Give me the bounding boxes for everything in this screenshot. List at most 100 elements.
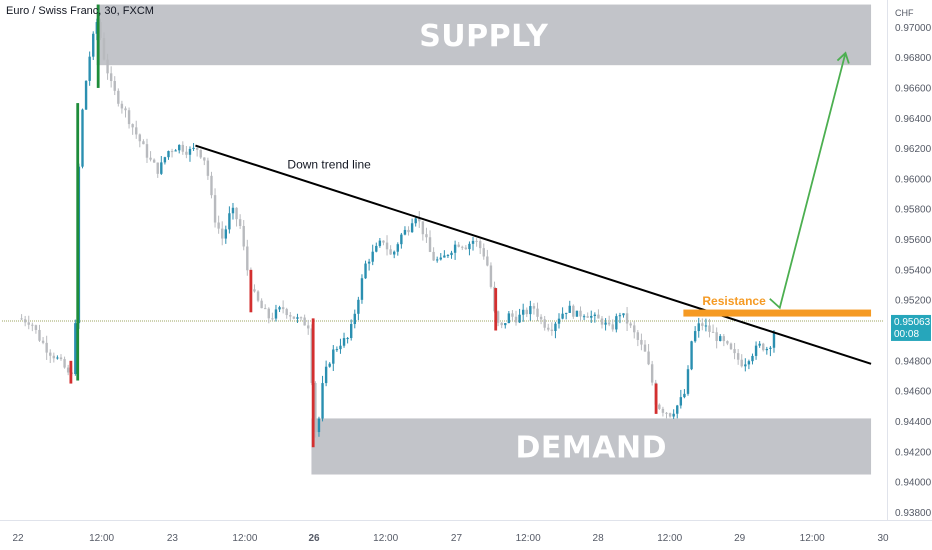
candle-body xyxy=(468,243,471,250)
candle-body xyxy=(711,331,715,333)
candle-body xyxy=(421,221,425,235)
candle-body xyxy=(446,255,450,257)
candle-body xyxy=(604,322,607,325)
candle-body xyxy=(457,244,460,247)
candle-body xyxy=(729,343,733,350)
candle-body xyxy=(661,408,665,413)
candle-body xyxy=(500,322,503,326)
candle-body xyxy=(744,364,747,367)
candle-body xyxy=(650,364,654,383)
candle-body xyxy=(135,127,138,135)
candle-body xyxy=(131,124,134,128)
candle-body xyxy=(364,263,367,279)
candle-body xyxy=(618,315,622,317)
candle-body xyxy=(192,147,195,149)
candle-body xyxy=(464,247,468,250)
candle-body xyxy=(188,148,192,155)
candle-body xyxy=(213,195,217,223)
candle-body xyxy=(160,162,163,174)
candle-body xyxy=(400,234,403,245)
candle-body xyxy=(181,144,185,152)
candle-body xyxy=(224,229,228,239)
candle-body xyxy=(221,228,224,239)
x-tick-label: 12:00 xyxy=(232,533,257,544)
candle-body xyxy=(726,341,729,344)
candle-body xyxy=(683,393,686,398)
candle-body xyxy=(701,323,704,326)
last-price-countdown: 00:08 xyxy=(894,329,919,340)
y-tick-label: 0.96600 xyxy=(895,83,932,94)
candle-body xyxy=(640,339,643,345)
candle-body xyxy=(611,324,614,330)
candle-body xyxy=(185,151,188,155)
candle-body xyxy=(658,404,661,409)
candle-body xyxy=(615,316,618,330)
candle-body xyxy=(482,248,485,257)
y-tick-label: 0.96000 xyxy=(895,174,932,185)
candle-body xyxy=(314,382,317,433)
price-axis-unit: CHF xyxy=(895,8,914,18)
candle-body xyxy=(81,109,84,167)
candle-body xyxy=(242,225,245,247)
candle-body xyxy=(582,316,586,318)
x-tick-label: 12:00 xyxy=(373,533,398,544)
candle-body xyxy=(636,332,640,340)
candle-body xyxy=(120,103,124,109)
candle-body xyxy=(56,357,59,359)
candle-body xyxy=(367,261,371,264)
candle-body xyxy=(453,244,457,253)
candle-body xyxy=(92,33,95,57)
candle-body xyxy=(690,341,693,370)
candle-body xyxy=(317,418,321,433)
candle-body xyxy=(471,240,475,244)
candle-spike xyxy=(249,269,253,313)
candle-body xyxy=(747,361,751,365)
candle-body xyxy=(66,367,70,373)
candle-body xyxy=(575,310,579,317)
candle-body xyxy=(389,249,392,255)
candle-body xyxy=(41,340,45,343)
candle-body xyxy=(27,322,30,325)
candle-body xyxy=(704,325,708,327)
candle-body xyxy=(74,323,77,374)
candle-body xyxy=(102,38,106,60)
last-price-tag: 0.95063 00:08 xyxy=(891,314,931,341)
candle-body xyxy=(45,342,48,353)
candle-body xyxy=(375,245,378,252)
candle-body xyxy=(256,291,260,301)
candle-body xyxy=(228,213,231,230)
candle-body xyxy=(478,241,482,249)
candle-body xyxy=(260,300,263,309)
candle-spike xyxy=(76,103,80,381)
y-tick-label: 0.97000 xyxy=(895,23,932,34)
candle-body xyxy=(518,314,521,323)
candle-body xyxy=(765,348,769,351)
candle-spike xyxy=(69,360,73,384)
drawings: Down trend line Resistance xyxy=(195,51,872,365)
candle-body xyxy=(396,244,399,252)
candle-body xyxy=(289,315,292,317)
candle-body xyxy=(407,229,410,233)
candle-body xyxy=(127,110,131,125)
candle-body xyxy=(572,305,575,317)
y-tick-labels: 0.97000 0.96800 0.96600 0.96400 0.96200 0.960… xyxy=(895,23,932,519)
resistance-label: Resistance xyxy=(702,294,766,308)
candle-body xyxy=(217,222,220,229)
demand-zone-label: DEMAND xyxy=(516,430,667,465)
candle-body xyxy=(335,349,339,351)
candle-body xyxy=(532,306,536,309)
candle-body xyxy=(34,325,38,330)
y-tick-label: 0.95200 xyxy=(895,296,932,307)
candle-body xyxy=(697,323,700,332)
candle-body xyxy=(156,162,159,174)
candle-body xyxy=(486,256,489,266)
candle-body xyxy=(346,338,349,340)
candle-body xyxy=(167,151,170,158)
candle-body xyxy=(296,317,299,319)
candle-body xyxy=(504,323,507,326)
y-tick-label: 0.94000 xyxy=(895,478,932,489)
price-series xyxy=(20,4,776,448)
candle-body xyxy=(20,318,23,320)
candle-body xyxy=(392,251,396,255)
candle-body xyxy=(31,324,34,326)
